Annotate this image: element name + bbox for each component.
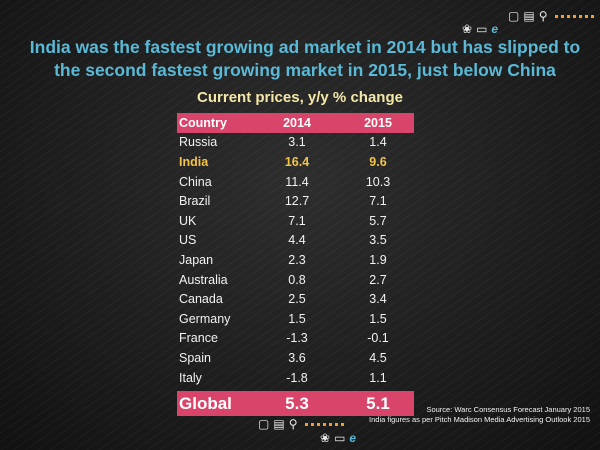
table-row-russia: Russia 3.1 1.4 — [177, 133, 414, 153]
film-reel-icon: ❀ — [462, 22, 473, 36]
value-2015-cell: 7.1 — [369, 194, 387, 209]
accent-dots — [555, 14, 595, 18]
source-note: Source: Warc Consensus Forecast January … — [369, 405, 590, 425]
newspaper-icon: ▤ — [523, 9, 535, 23]
value-2014-cell: 4.4 — [288, 233, 306, 248]
tv-icon: ▢ — [508, 9, 520, 23]
country-cell: US — [179, 233, 197, 248]
country-cell: Japan — [179, 252, 214, 267]
value-2015-cell: 1.5 — [369, 311, 387, 326]
headline-line-2: the second fastest growing market in 201… — [54, 60, 556, 80]
tv-icon: ▢ — [258, 417, 270, 431]
table-row-france: France -1.3 -0.1 — [177, 329, 414, 349]
table-row-italy: Italy -1.8 1.1 — [177, 368, 414, 388]
value-2015-cell: 10.3 — [365, 174, 391, 189]
table-row-brazil: Brazil 12.7 7.1 — [177, 191, 414, 211]
value-2015-cell: 5.7 — [369, 213, 387, 228]
value-2014-cell: 3.1 — [288, 135, 306, 150]
value-2014-cell: 7.1 — [288, 213, 306, 228]
global-2014: 5.3 — [285, 393, 309, 413]
source-line-1: Source: Warc Consensus Forecast January … — [426, 405, 590, 414]
value-2014-cell: 0.8 — [288, 272, 306, 287]
top-media-icons: ▢ ▤ ⚲ — [508, 9, 595, 23]
global-label: Global — [179, 393, 232, 413]
film-reel-icon: ❀ — [320, 431, 331, 445]
table-row-canada: Canada 2.5 3.4 — [177, 289, 414, 309]
value-2014-cell: 2.3 — [288, 252, 306, 267]
bottom-media-icons: ▢ ▤ ⚲ — [258, 417, 345, 431]
country-cell: Germany — [179, 311, 231, 326]
table-title: Current prices, y/y % change — [197, 89, 403, 106]
table-row-australia: Australia 0.8 2.7 — [177, 270, 414, 290]
value-2014-cell: 12.7 — [284, 194, 310, 209]
value-2014-cell: 3.6 — [288, 350, 306, 365]
headline: India was the fastest growing ad market … — [22, 36, 588, 82]
value-2014-cell: 16.4 — [284, 154, 310, 169]
value-2015-cell: 1.4 — [369, 135, 387, 150]
internet-explorer-icon: e — [491, 22, 499, 36]
value-2014-cell: -1.3 — [286, 331, 308, 346]
table-row-germany: Germany 1.5 1.5 — [177, 309, 414, 329]
headline-line-1: India was the fastest growing ad market … — [29, 37, 581, 57]
monitor-icon: ▭ — [476, 22, 488, 36]
top-media-icons-row2: ❀ ▭ e — [462, 23, 498, 35]
value-2015-cell: 9.6 — [369, 154, 387, 169]
table-row-india: India 16.4 9.6 — [177, 152, 414, 172]
accent-dots — [305, 422, 345, 426]
value-2014-cell: 2.5 — [288, 292, 306, 307]
value-2015-cell: 1.9 — [369, 252, 387, 267]
global-2015: 5.1 — [366, 393, 390, 413]
table-row-global: Global 5.3 5.1 — [177, 391, 414, 417]
table-row-japan: Japan 2.3 1.9 — [177, 250, 414, 270]
newspaper-icon: ▤ — [273, 417, 285, 431]
value-2015-cell: 1.1 — [369, 370, 387, 385]
value-2015-cell: -0.1 — [367, 331, 389, 346]
growth-table: Country 2014 2015 Russia 3.1 1.4 India 16.4 9… — [177, 113, 414, 417]
value-2014-cell: 11.4 — [285, 174, 309, 189]
table-row-spain: Spain 3.6 4.5 — [177, 348, 414, 368]
country-cell: Australia — [179, 272, 228, 287]
header-country: Country — [179, 115, 227, 130]
header-2014: 2014 — [283, 115, 311, 130]
table-header-row: Country 2014 2015 — [177, 113, 414, 133]
internet-explorer-icon: e — [349, 431, 357, 445]
table-row-china: China 11.4 10.3 — [177, 172, 414, 192]
header-2015: 2015 — [364, 115, 392, 130]
value-2015-cell: 4.5 — [369, 350, 387, 365]
country-cell: Italy — [179, 370, 202, 385]
value-2015-cell: 2.7 — [369, 272, 387, 287]
country-cell: India — [179, 154, 209, 169]
value-2015-cell: 3.4 — [369, 292, 387, 307]
country-cell: Brazil — [179, 194, 211, 209]
table-row-uk: UK 7.1 5.7 — [177, 211, 414, 231]
value-2014-cell: 1.5 — [288, 311, 306, 326]
value-2015-cell: 3.5 — [369, 233, 387, 248]
country-cell: UK — [179, 213, 197, 228]
microphone-icon: ⚲ — [538, 9, 548, 23]
bottom-media-icons-row2: ❀ ▭ e — [320, 432, 356, 444]
monitor-icon: ▭ — [334, 431, 346, 445]
value-2014-cell: -1.8 — [286, 370, 308, 385]
country-cell: Spain — [179, 350, 211, 365]
country-cell: China — [179, 174, 212, 189]
country-cell: France — [179, 331, 218, 346]
table-row-us: US 4.4 3.5 — [177, 231, 414, 251]
microphone-icon: ⚲ — [288, 417, 298, 431]
source-line-2: India figures as per Pitch Madison Media… — [369, 415, 590, 424]
table-body: Russia 3.1 1.4 India 16.4 9.6 China 11.4 10.3 Bra… — [177, 133, 414, 388]
country-cell: Russia — [179, 135, 218, 150]
country-cell: Canada — [179, 292, 223, 307]
